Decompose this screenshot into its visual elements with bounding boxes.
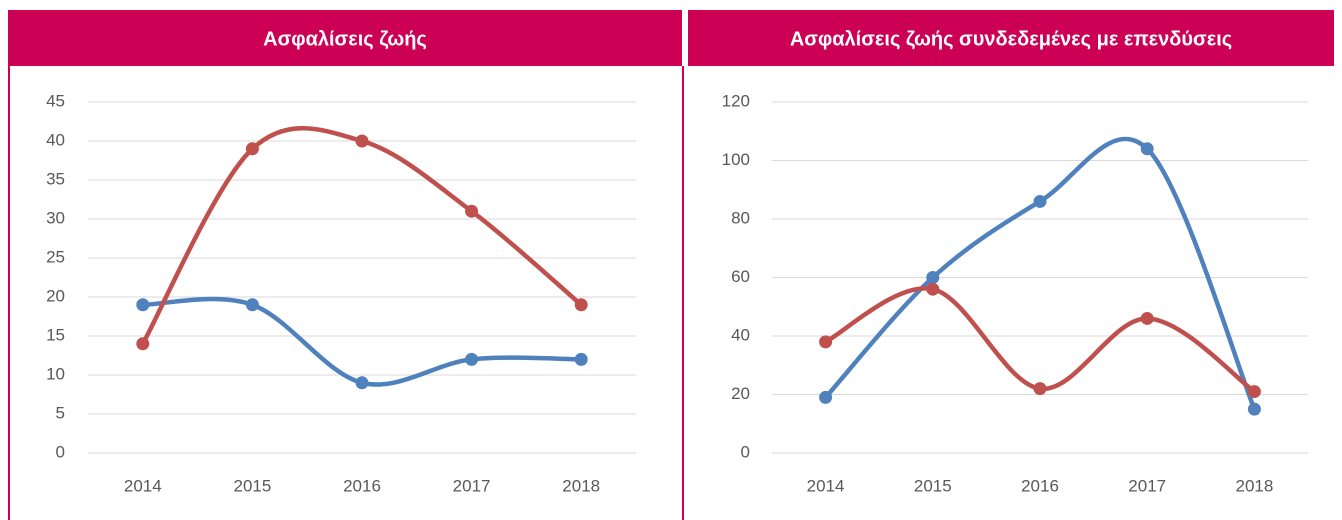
x-tick-label: 2017 xyxy=(453,476,491,495)
point xyxy=(465,352,479,366)
x-tick-label: 2017 xyxy=(1128,476,1166,495)
point xyxy=(574,352,588,366)
y-tick-label: 20 xyxy=(731,384,750,403)
point xyxy=(136,298,150,312)
chart-title: Ασφαλίσεις ζωής xyxy=(263,28,427,50)
point xyxy=(1247,385,1261,399)
y-tick-label: 30 xyxy=(46,208,65,227)
x-tick-label: 2014 xyxy=(124,476,162,495)
y-tick-label: 45 xyxy=(46,91,65,110)
point xyxy=(1140,311,1154,325)
y-tick-label: 100 xyxy=(722,150,750,169)
point xyxy=(926,282,940,296)
point xyxy=(1140,142,1154,156)
point xyxy=(136,337,150,351)
y-tick-label: 5 xyxy=(56,403,65,422)
y-tick-label: 40 xyxy=(46,130,65,149)
point xyxy=(245,142,259,156)
point xyxy=(1033,194,1047,208)
y-tick-label: 40 xyxy=(731,325,750,344)
chart-title: Ασφαλίσεις ζωής συνδεδεμένες με επενδύσε… xyxy=(790,28,1232,50)
header-band xyxy=(8,10,682,66)
series-line xyxy=(140,296,584,387)
series-line xyxy=(140,126,584,347)
point xyxy=(355,134,369,148)
y-tick-label: 0 xyxy=(56,442,65,461)
y-tick-label: 0 xyxy=(741,442,750,461)
point xyxy=(926,271,940,284)
x-tick-label: 2018 xyxy=(1235,476,1273,495)
y-tick-label: 20 xyxy=(46,286,65,305)
x-tick-label: 2016 xyxy=(343,476,381,495)
y-tick-label: 15 xyxy=(46,325,65,344)
x-tick-label: 2016 xyxy=(1021,476,1059,495)
point xyxy=(1033,382,1047,396)
point xyxy=(245,298,259,312)
y-tick-label: 10 xyxy=(46,364,65,383)
x-tick-label: 2015 xyxy=(233,476,271,495)
x-tick-label: 2014 xyxy=(807,476,845,495)
point xyxy=(819,335,833,349)
series-line xyxy=(823,286,1257,394)
y-tick-label: 25 xyxy=(46,247,65,266)
x-tick-label: 2015 xyxy=(914,476,952,495)
y-tick-label: 60 xyxy=(731,267,750,286)
point xyxy=(819,390,833,404)
y-tick-label: 80 xyxy=(731,208,750,227)
header-band xyxy=(688,10,1334,66)
point xyxy=(465,204,479,218)
point xyxy=(355,376,369,390)
x-tick-label: 2018 xyxy=(562,476,600,495)
y-tick-label: 35 xyxy=(46,169,65,188)
y-tick-label: 120 xyxy=(722,91,750,110)
series-line xyxy=(823,136,1257,412)
point xyxy=(1247,402,1261,416)
point xyxy=(574,298,588,312)
